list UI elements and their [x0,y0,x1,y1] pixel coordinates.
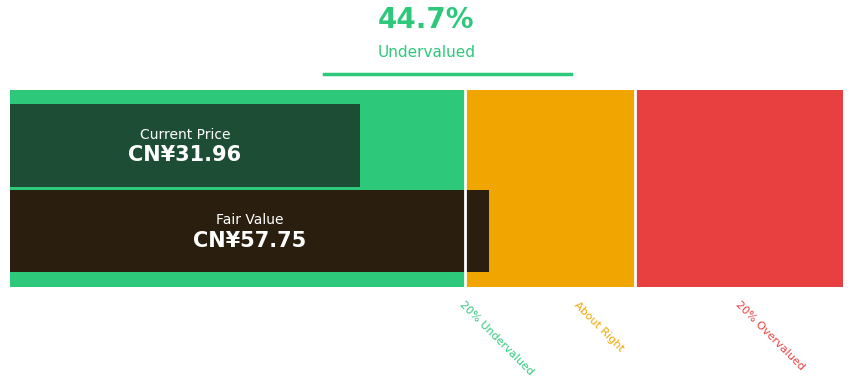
Bar [10,190,488,272]
Text: Current Price: Current Price [140,128,230,142]
Bar [464,90,634,287]
Bar [634,90,842,287]
Text: About Right: About Right [572,299,625,353]
Text: CN¥31.96: CN¥31.96 [128,145,241,165]
Text: CN¥57.75: CN¥57.75 [193,231,306,251]
Text: Undervalued: Undervalued [377,44,475,60]
Text: Fair Value: Fair Value [216,213,283,227]
Text: 20% Undervalued: 20% Undervalued [458,299,535,377]
Text: 20% Overvalued: 20% Overvalued [734,299,806,372]
Bar [10,105,360,187]
Bar [10,90,464,287]
Text: 44.7%: 44.7% [377,6,475,35]
